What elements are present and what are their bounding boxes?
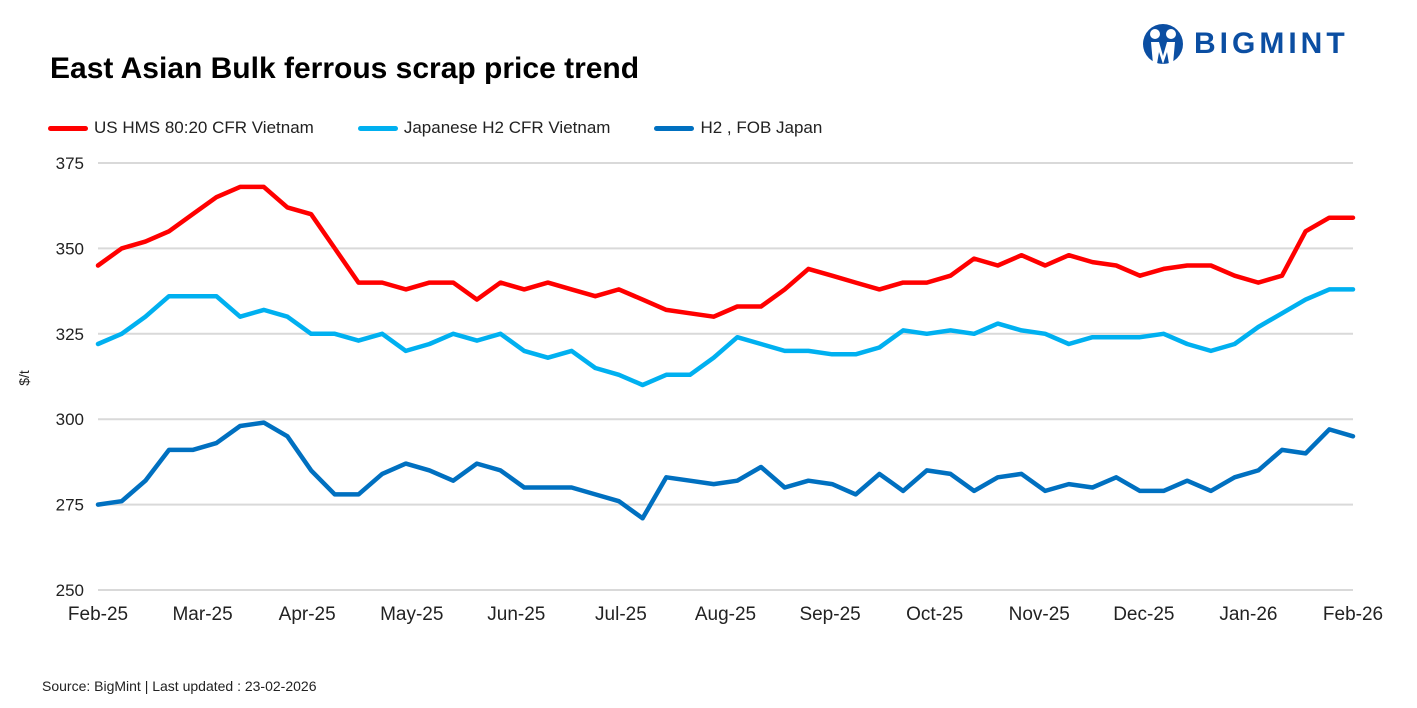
- legend-label: US HMS 80:20 CFR Vietnam: [94, 118, 314, 137]
- y-tick-label: 300: [56, 410, 84, 429]
- logo-people-icon: [1143, 24, 1183, 64]
- x-tick-label: May-25: [380, 604, 443, 625]
- x-tick-label: Apr-25: [279, 604, 336, 625]
- y-tick-label: 375: [56, 154, 84, 173]
- series-line-2: [95, 420, 1356, 521]
- logo-text: BIGMINT: [1194, 27, 1349, 60]
- legend-item-japanese-h2-cfr: Japanese H2 CFR Vietnam: [357, 118, 611, 138]
- series-line-1: [95, 287, 1356, 388]
- chart-title: East Asian Bulk ferrous scrap price tren…: [50, 52, 640, 85]
- x-tick-label: Jul-25: [595, 604, 647, 625]
- x-tick-label: Jun-25: [487, 604, 545, 625]
- series-line-0: [95, 184, 1356, 319]
- x-tick-label: Nov-25: [1009, 604, 1070, 625]
- x-tick-label: Sep-25: [799, 604, 860, 625]
- x-tick-label: Jan-26: [1219, 604, 1277, 625]
- legend: US HMS 80:20 CFR Vietnam Japanese H2 CFR…: [48, 118, 822, 138]
- x-tick-label: Aug-25: [695, 604, 756, 625]
- x-tick-label: Oct-25: [906, 604, 963, 625]
- legend-swatch: [654, 125, 695, 131]
- source-note: Source: BigMint | Last updated : 23-02-2…: [42, 678, 317, 694]
- bigmint-logo: BIGMINT: [1142, 22, 1349, 66]
- legend-item-us-hms: US HMS 80:20 CFR Vietnam: [48, 118, 314, 138]
- y-tick-label: 250: [56, 581, 84, 600]
- y-tick-label: 350: [56, 239, 84, 258]
- y-tick-label: 325: [56, 325, 84, 344]
- legend-label: H2 , FOB Japan: [700, 118, 823, 137]
- x-tick-label: Feb-26: [1323, 604, 1383, 625]
- legend-swatch: [357, 125, 398, 131]
- y-axis-label: $/t: [15, 370, 32, 386]
- x-tick-label: Mar-25: [172, 604, 232, 625]
- legend-swatch: [48, 125, 88, 131]
- x-tick-label: Dec-25: [1113, 604, 1174, 625]
- legend-item-h2-fob-japan: H2 , FOB Japan: [654, 118, 822, 138]
- x-tick-label: Feb-25: [68, 604, 128, 625]
- y-tick-label: 275: [56, 496, 84, 515]
- legend-label: Japanese H2 CFR Vietnam: [403, 118, 611, 137]
